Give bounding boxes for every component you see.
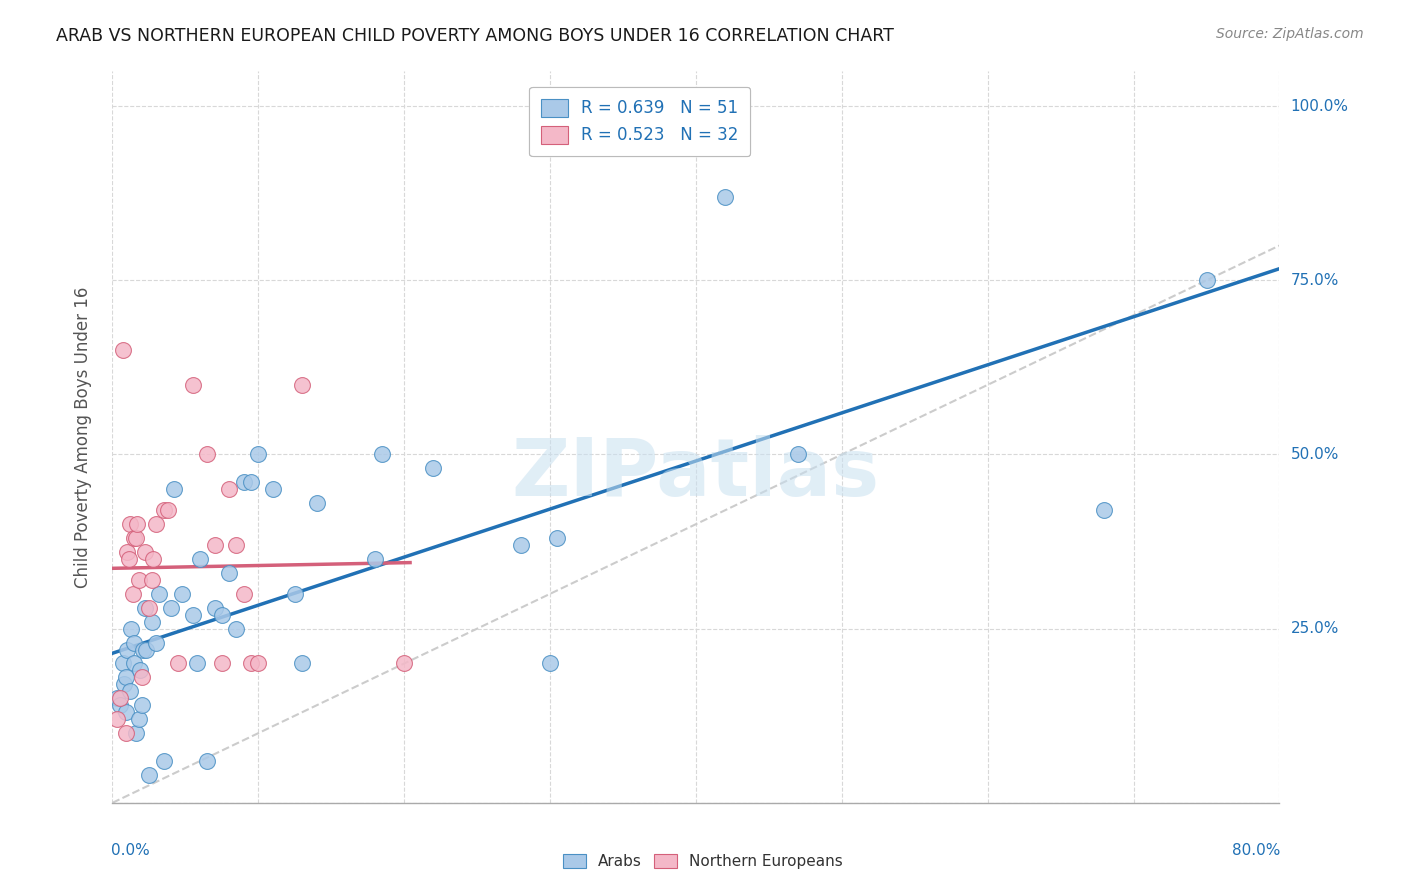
Point	[117, 552, 139, 566]
Point	[124, 657, 146, 671]
Point	[118, 517, 141, 532]
Point	[211, 657, 233, 671]
Point	[509, 538, 531, 552]
Point	[163, 483, 186, 497]
Point	[141, 615, 163, 629]
Point	[538, 657, 561, 671]
Point	[114, 670, 136, 684]
Point	[394, 657, 416, 671]
Point	[148, 587, 170, 601]
Point	[787, 448, 810, 462]
Point	[1195, 273, 1218, 287]
Point	[160, 600, 183, 615]
Point	[195, 448, 218, 462]
Text: ARAB VS NORTHERN EUROPEAN CHILD POVERTY AMONG BOYS UNDER 16 CORRELATION CHART: ARAB VS NORTHERN EUROPEAN CHILD POVERTY …	[56, 27, 894, 45]
Point	[114, 705, 136, 719]
Point	[125, 726, 148, 740]
Point	[714, 190, 737, 204]
Point	[129, 664, 152, 678]
Point	[422, 461, 444, 475]
Text: 0.0%: 0.0%	[111, 843, 150, 858]
Point	[127, 517, 149, 532]
Point	[134, 600, 156, 615]
Point	[128, 573, 150, 587]
Point	[108, 691, 131, 706]
Point	[138, 768, 160, 782]
Point	[131, 670, 153, 684]
Point	[1094, 503, 1116, 517]
Point	[152, 503, 174, 517]
Point	[204, 538, 226, 552]
Point	[105, 691, 128, 706]
Point	[188, 552, 211, 566]
Point	[218, 483, 240, 497]
Point	[240, 475, 263, 490]
Point	[138, 600, 160, 615]
Text: 80.0%: 80.0%	[1232, 843, 1281, 858]
Text: ZIPatlas: ZIPatlas	[512, 434, 880, 513]
Point	[284, 587, 307, 601]
Point	[305, 496, 328, 510]
Point	[115, 545, 138, 559]
Point	[122, 587, 145, 601]
Point	[167, 657, 190, 671]
Point	[195, 754, 218, 768]
Point	[291, 377, 314, 392]
Point	[225, 622, 247, 636]
Point	[218, 566, 240, 580]
Text: 50.0%: 50.0%	[1291, 447, 1339, 462]
Point	[135, 642, 157, 657]
Text: 100.0%: 100.0%	[1291, 99, 1348, 113]
Legend: Arabs, Northern Europeans: Arabs, Northern Europeans	[557, 847, 849, 875]
Point	[142, 552, 165, 566]
Point	[247, 448, 270, 462]
Point	[232, 475, 254, 490]
Point	[124, 635, 146, 649]
Point	[145, 517, 167, 532]
Point	[111, 657, 134, 671]
Point	[128, 712, 150, 726]
Legend: R = 0.639   N = 51, R = 0.523   N = 32: R = 0.639 N = 51, R = 0.523 N = 32	[529, 87, 749, 156]
Point	[134, 545, 156, 559]
Point	[114, 726, 136, 740]
Point	[118, 684, 141, 698]
Point	[225, 538, 247, 552]
Point	[156, 503, 179, 517]
Point	[291, 657, 314, 671]
Point	[112, 677, 135, 691]
Point	[115, 642, 138, 657]
Point	[181, 377, 204, 392]
Point	[240, 657, 263, 671]
Point	[124, 531, 146, 545]
Point	[186, 657, 208, 671]
Point	[211, 607, 233, 622]
Text: 75.0%: 75.0%	[1291, 273, 1339, 288]
Point	[125, 531, 148, 545]
Point	[145, 635, 167, 649]
Text: Source: ZipAtlas.com: Source: ZipAtlas.com	[1216, 27, 1364, 41]
Text: 25.0%: 25.0%	[1291, 621, 1339, 636]
Point	[247, 657, 270, 671]
Point	[105, 712, 128, 726]
Point	[204, 600, 226, 615]
Point	[172, 587, 194, 601]
Y-axis label: Child Poverty Among Boys Under 16: Child Poverty Among Boys Under 16	[73, 286, 91, 588]
Point	[546, 531, 568, 545]
Point	[181, 607, 204, 622]
Point	[132, 642, 155, 657]
Point	[371, 448, 394, 462]
Point	[232, 587, 254, 601]
Point	[120, 622, 142, 636]
Point	[131, 698, 153, 713]
Point	[141, 573, 163, 587]
Point	[152, 754, 174, 768]
Point	[262, 483, 284, 497]
Point	[364, 552, 387, 566]
Point	[108, 698, 131, 713]
Point	[111, 343, 134, 357]
